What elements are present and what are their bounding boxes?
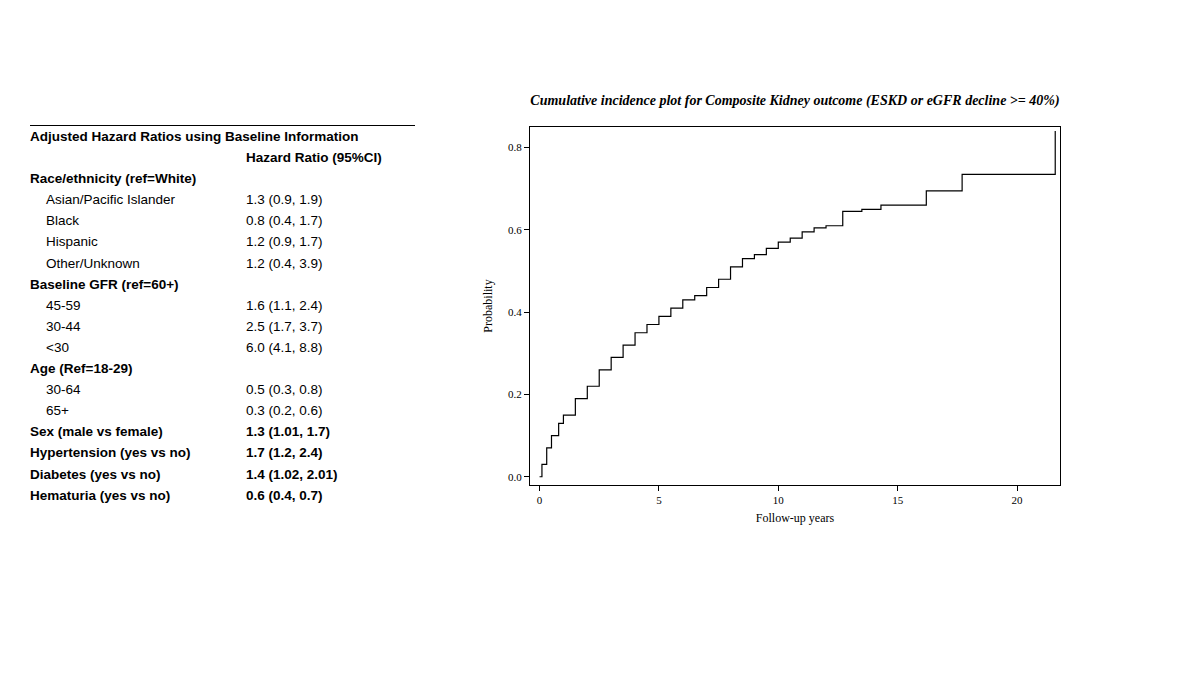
svg-text:5: 5 — [656, 494, 662, 506]
html-text:Other/Unknown: Other/Unknown — [46, 255, 140, 271]
svg-text:20: 20 — [1012, 494, 1024, 506]
html-text:65+: 65+ — [46, 403, 69, 419]
html-text:Race/ethnicity (ref=White): Race/ethnicity (ref=White) — [30, 171, 197, 187]
html-text:0.8 (0.4, 1.7): 0.8 (0.4, 1.7) — [246, 213, 323, 229]
svg-text:0.8: 0.8 — [508, 141, 522, 153]
html-text:1.4 (1.02, 2.01): 1.4 (1.02, 2.01) — [246, 466, 338, 482]
svg-text:0.2: 0.2 — [508, 388, 522, 400]
html-text:6.0 (4.1, 8.8): 6.0 (4.1, 8.8) — [246, 339, 323, 355]
svg-text:Cumulative incidence plot for: Cumulative incidence plot for Composite … — [530, 93, 1059, 109]
html-text:Adjusted Hazard Ratios using B: Adjusted Hazard Ratios using Baseline In… — [30, 129, 359, 144]
html-text:Diabetes (yes vs no): Diabetes (yes vs no) — [30, 466, 161, 482]
html-text:<30: <30 — [46, 339, 69, 355]
svg-text:10: 10 — [773, 494, 785, 506]
html-text:0.6 (0.4, 0.7): 0.6 (0.4, 0.7) — [246, 487, 323, 503]
html-text:30-44: 30-44 — [46, 318, 81, 334]
html-text:0.5 (0.3, 0.8): 0.5 (0.3, 0.8) — [246, 382, 323, 398]
svg-text:0.4: 0.4 — [508, 306, 522, 318]
html-text:Asian/Pacific Islander: Asian/Pacific Islander — [46, 192, 176, 208]
html-text:1.6 (1.1, 2.4): 1.6 (1.1, 2.4) — [246, 297, 323, 313]
svg-text:0: 0 — [537, 494, 543, 506]
html-text:Hispanic: Hispanic — [46, 234, 98, 250]
html-text:0.3 (0.2, 0.6): 0.3 (0.2, 0.6) — [246, 403, 323, 419]
html-text:Black: Black — [46, 213, 79, 229]
html-text:Age (Ref=18-29): Age (Ref=18-29) — [30, 361, 133, 376]
html-text:45-59: 45-59 — [46, 297, 81, 313]
svg-text:Follow-up years: Follow-up years — [756, 511, 835, 525]
svg-text:0.0: 0.0 — [508, 471, 522, 483]
html-text:Baseline GFR (ref=60+): Baseline GFR (ref=60+) — [30, 276, 179, 292]
html-text:1.2 (0.4, 3.9): 1.2 (0.4, 3.9) — [246, 255, 323, 271]
html-text:Hypertension (yes vs no): Hypertension (yes vs no) — [30, 445, 191, 461]
svg-text:0.6: 0.6 — [508, 224, 522, 236]
html-text:2.5 (1.7, 3.7): 2.5 (1.7, 3.7) — [246, 318, 323, 334]
html-text:Hematuria (yes vs no): Hematuria (yes vs no) — [30, 487, 171, 503]
svg-text:15: 15 — [892, 494, 904, 506]
html-text:1.3 (0.9, 1.9): 1.3 (0.9, 1.9) — [246, 192, 323, 208]
html-text:1.2 (0.9, 1.7): 1.2 (0.9, 1.7) — [246, 234, 323, 250]
html-text:1.7 (1.2, 2.4): 1.7 (1.2, 2.4) — [246, 445, 323, 461]
svg-text:Probability: Probability — [481, 279, 495, 332]
html-text:1.3 (1.01, 1.7): 1.3 (1.01, 1.7) — [246, 424, 331, 440]
html-text:Sex (male vs female): Sex (male vs female) — [30, 424, 163, 440]
html-text:30-64: 30-64 — [46, 382, 81, 398]
html-text:Hazard Ratio (95%CI): Hazard Ratio (95%CI) — [246, 150, 382, 166]
